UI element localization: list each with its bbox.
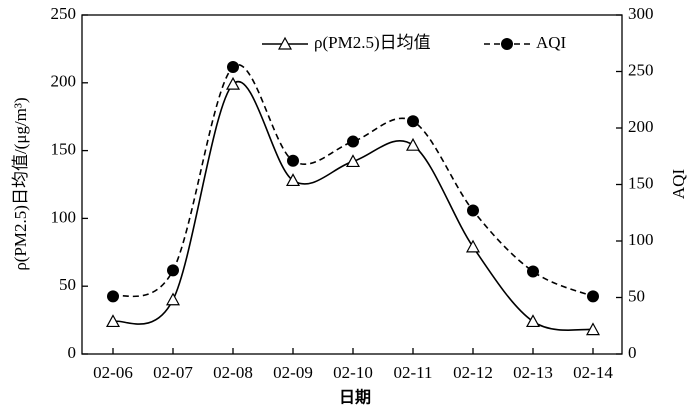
y-tick-label: 150 xyxy=(51,140,77,159)
y2-tick-label: 300 xyxy=(628,4,654,23)
y-tick-label: 200 xyxy=(51,72,77,91)
x-tick-label: 02-07 xyxy=(153,363,193,382)
y2-tick-label: 250 xyxy=(628,60,654,79)
triangle-marker xyxy=(525,314,541,328)
y-tick-label: 0 xyxy=(68,343,77,362)
y2-axis-label: AQI xyxy=(669,169,688,200)
y-tick-label: 250 xyxy=(51,4,77,23)
y2-tick-label: 150 xyxy=(628,173,654,192)
circle-marker xyxy=(227,60,239,73)
y2-tick-label: 100 xyxy=(628,230,654,249)
x-tick-label: 02-14 xyxy=(573,363,613,382)
y2-tick-label: 200 xyxy=(628,117,654,136)
circle-marker xyxy=(287,154,299,167)
x-tick-label: 02-12 xyxy=(453,363,493,382)
x-tick-label: 02-11 xyxy=(393,363,432,382)
triangle-marker xyxy=(105,314,121,328)
legend-label: ρ(PM2.5)日均值 xyxy=(314,33,431,52)
triangle-marker xyxy=(405,137,421,151)
x-tick-label: 02-09 xyxy=(273,363,313,382)
triangle-marker xyxy=(345,154,361,168)
circle-marker xyxy=(347,135,359,148)
y2-tick-label: 0 xyxy=(628,343,637,362)
circle-marker xyxy=(467,204,479,217)
triangle-marker xyxy=(285,173,301,187)
y-tick-label: 100 xyxy=(51,207,77,226)
circle-marker xyxy=(407,115,419,128)
y-axis-label: ρ(PM2.5)日均值/(μg/m³) xyxy=(11,97,30,270)
triangle-marker xyxy=(225,76,241,90)
x-tick-label: 02-13 xyxy=(513,363,553,382)
circle-marker xyxy=(587,290,599,303)
x-axis-label: 日期 xyxy=(339,388,371,407)
series-line xyxy=(112,63,594,298)
y-tick-label: 50 xyxy=(59,275,76,294)
circle-marker xyxy=(527,265,539,278)
triangle-marker xyxy=(465,239,481,253)
circle-marker xyxy=(167,264,179,277)
circle-marker xyxy=(501,38,513,50)
x-tick-label: 02-06 xyxy=(93,363,133,382)
y2-tick-label: 50 xyxy=(628,286,645,305)
circle-marker xyxy=(107,290,119,303)
triangle-marker xyxy=(585,322,601,336)
triangle-marker xyxy=(165,292,181,306)
legend-label: AQI xyxy=(536,33,567,52)
series-line xyxy=(112,80,594,331)
triangle-marker xyxy=(277,36,293,50)
x-tick-label: 02-08 xyxy=(213,363,253,382)
plot-frame xyxy=(81,14,623,355)
x-tick-label: 02-10 xyxy=(333,363,373,382)
